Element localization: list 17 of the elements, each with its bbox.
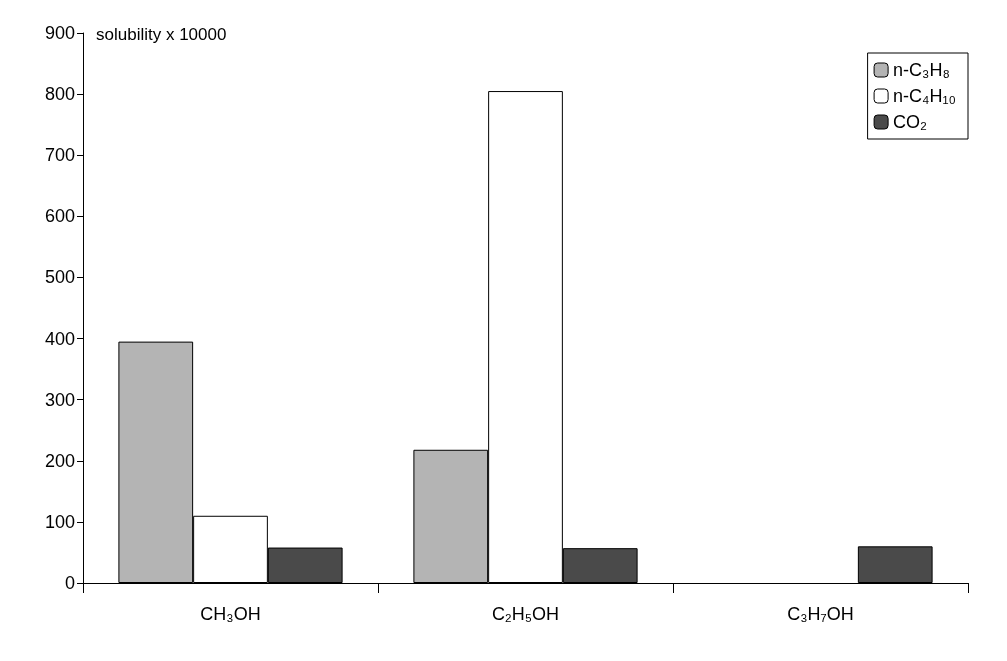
annotation: solubility x 10000 <box>96 25 227 44</box>
x-tick-label: C₂H₅OH <box>491 604 560 624</box>
y-tick-label: 400 <box>44 328 75 349</box>
y-tick-label: 200 <box>44 450 75 471</box>
legend-label: n-C₃H₈ <box>893 60 950 80</box>
y-tick-label: 300 <box>44 389 75 410</box>
x-tick-label: CH₃OH <box>200 604 261 624</box>
y-tick-label: 100 <box>44 511 75 532</box>
y-tick-label: 600 <box>44 206 75 227</box>
legend-label: n-C₄H₁₀ <box>893 86 957 106</box>
x-tick-label: C₃H₇OH <box>787 604 854 624</box>
y-tick-label: 700 <box>44 145 75 166</box>
y-tick-label: 900 <box>44 23 75 43</box>
legend-label: CO₂ <box>893 112 928 132</box>
y-tick-label: 800 <box>44 84 75 105</box>
y-tick-label: 500 <box>44 267 75 288</box>
y-tick-label: 0 <box>64 573 75 593</box>
